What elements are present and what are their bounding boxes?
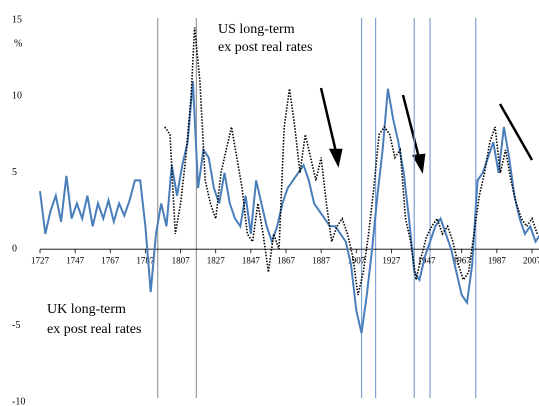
x-tick-label: 1767 (101, 255, 120, 265)
x-tick-label: 1947 (418, 255, 437, 265)
annotation: ex post real rates (218, 40, 312, 55)
arrow (401, 94, 421, 159)
y-unit: % (14, 38, 22, 49)
x-tick-label: 1987 (488, 255, 507, 265)
x-tick-label: 2007 (523, 255, 539, 265)
y-tick-label: 0 (12, 243, 17, 254)
x-tick-label: 1787 (136, 255, 155, 265)
arrows (319, 87, 534, 174)
x-tick-label: 1907 (347, 255, 366, 265)
arrow (319, 87, 338, 153)
x-tick-label: 1747 (66, 255, 85, 265)
x-tick-label: 1927 (382, 255, 401, 265)
x-tick-label: 1867 (277, 255, 296, 265)
x-tick-label: 1847 (242, 255, 261, 265)
series-line (164, 27, 538, 296)
x-tick-label: 1727 (31, 255, 50, 265)
y-tick-label: -5 (12, 320, 20, 331)
series-line (39, 81, 539, 334)
annotation: ex post real rates (47, 322, 141, 337)
annotation: UK long-term (47, 302, 126, 317)
arrow (498, 103, 534, 161)
x-tick-label: 1807 (172, 255, 191, 265)
x-tick-label: 1827 (207, 255, 226, 265)
arrow-head (328, 148, 343, 168)
x-tick-label: 1887 (312, 255, 331, 265)
y-tick-label: -10 (12, 396, 25, 406)
arrow-head (411, 153, 426, 174)
y-tick-label: 10 (12, 91, 22, 102)
y-tick-label: 5 (12, 167, 17, 178)
x-tick-label: 1967 (453, 255, 472, 265)
annotation: US long-term (218, 22, 295, 37)
y-tick-label: 15 (12, 14, 22, 25)
